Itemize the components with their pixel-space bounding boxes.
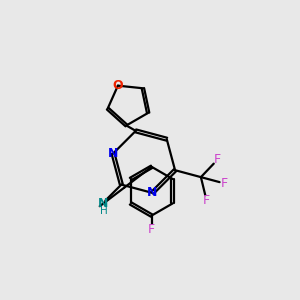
- Text: O: O: [112, 79, 123, 92]
- Text: H: H: [100, 206, 107, 215]
- Text: F: F: [148, 223, 155, 236]
- Text: N: N: [98, 196, 108, 210]
- Text: F: F: [203, 194, 210, 207]
- Text: N: N: [108, 147, 118, 160]
- Text: F: F: [214, 153, 221, 166]
- Text: F: F: [221, 177, 228, 190]
- Text: N: N: [147, 186, 158, 200]
